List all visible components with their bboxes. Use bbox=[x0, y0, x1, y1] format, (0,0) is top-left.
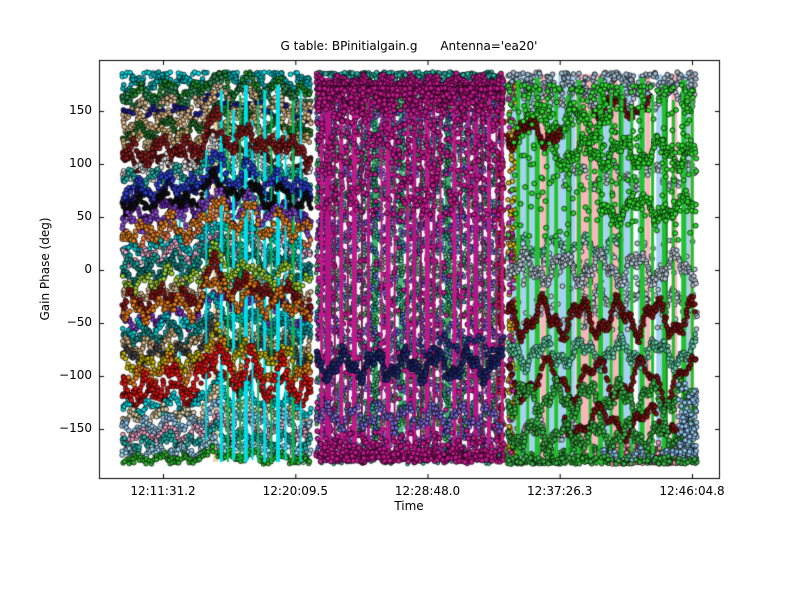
x-tick-label: 12:11:31.2 bbox=[130, 484, 196, 498]
y-tick-label: 0 bbox=[84, 262, 92, 276]
y-axis-label: Gain Phase (deg) bbox=[38, 217, 52, 321]
y-tick-label: 50 bbox=[76, 209, 92, 223]
plot-title: G table: BPinitialgain.g Antenna='ea20' bbox=[280, 39, 538, 53]
y-tick-label: 150 bbox=[69, 103, 92, 117]
x-tick-label: 12:46:04.8 bbox=[659, 484, 725, 498]
y-tick-label: −50 bbox=[66, 315, 92, 329]
y-tick-label: −100 bbox=[59, 368, 92, 382]
y-tick-label: −150 bbox=[59, 421, 92, 435]
x-tick-label: 12:28:48.0 bbox=[394, 484, 461, 498]
x-axis-label: Time bbox=[394, 499, 424, 513]
x-tick-label: 12:20:09.5 bbox=[262, 484, 328, 498]
y-tick-label: 100 bbox=[69, 156, 92, 170]
x-tick-label: 12:37:26.3 bbox=[527, 484, 593, 498]
